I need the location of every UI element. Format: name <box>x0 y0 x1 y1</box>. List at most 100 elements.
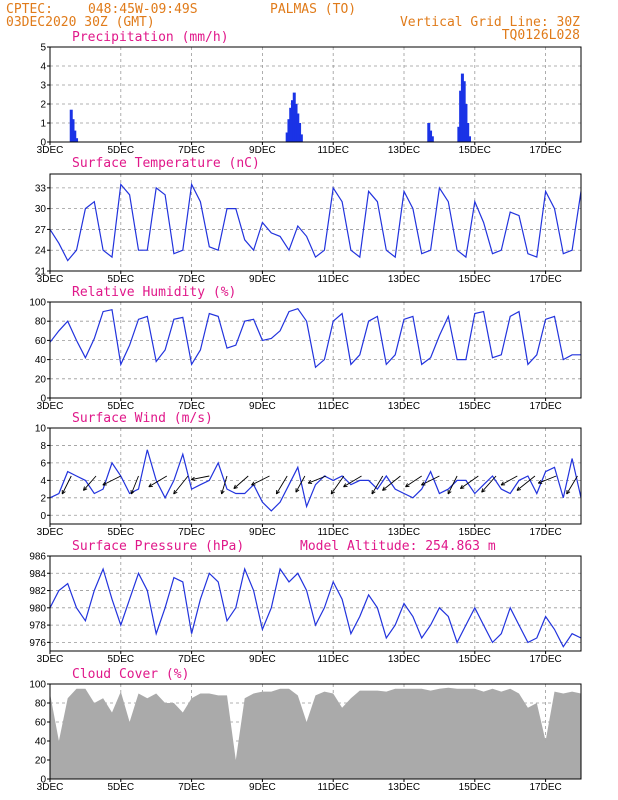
x-tick-label: 17DEC <box>529 782 561 793</box>
y-tick-label: 40 <box>35 737 47 748</box>
x-tick-label: 13DEC <box>388 274 420 285</box>
x-tick-label: 9DEC <box>249 274 276 285</box>
precip-bar <box>292 92 296 142</box>
wind-arrow <box>307 475 327 484</box>
x-tick-label: 5DEC <box>107 145 134 156</box>
header-grid-note: Vertical Grid Line: 30Z <box>400 15 580 30</box>
x-tick-label: 11DEC <box>317 145 349 156</box>
wind-arrowhead <box>61 489 66 495</box>
precip-bar <box>464 104 468 142</box>
header-location: PALMAS (TO) <box>270 2 356 17</box>
header-coords: 048:45W-09:49S <box>88 2 198 17</box>
wind-arrow <box>371 475 384 495</box>
y-tick-label: 0 <box>40 394 46 405</box>
panel-frame <box>49 683 582 780</box>
x-tick-label: 11DEC <box>317 527 349 538</box>
wind-arrow <box>566 475 578 495</box>
wind-arrow <box>102 475 122 486</box>
precip-bar <box>430 136 434 142</box>
y-tick-label: 8 <box>40 441 46 452</box>
x-tick-label: 9DEC <box>249 527 276 538</box>
x-tick-label: 3DEC <box>37 782 64 793</box>
wind-arrowhead <box>537 479 543 484</box>
y-tick-label: 2 <box>40 100 46 111</box>
x-tick-label: 17DEC <box>529 527 561 538</box>
y-tick-label: 20 <box>35 756 47 767</box>
wind-arrow <box>330 475 345 495</box>
y-tick-label: 4 <box>40 476 46 487</box>
wind-arrow <box>405 475 422 488</box>
precip-bar <box>73 130 77 142</box>
wind-arrowhead <box>82 486 88 491</box>
x-tick-label: 11DEC <box>317 274 349 285</box>
wind-arrowhead <box>173 490 178 495</box>
y-tick-label: 80 <box>35 317 47 328</box>
precip-bar <box>457 126 461 142</box>
panel-title: Relative Humidity (%) <box>72 285 236 300</box>
wind-arrowhead <box>500 481 506 486</box>
x-tick-label: 15DEC <box>459 274 491 285</box>
panel-2: 0 20 40 60 80 100 3DEC 5DEC 7DEC 9DEC 11DEC 13DEC 15… <box>29 285 582 412</box>
precip-bar <box>427 123 431 142</box>
precip-bar <box>294 104 298 142</box>
wind-arrow <box>500 475 518 486</box>
wind-arrow <box>295 475 306 493</box>
panel-0: 0 1 2 3 4 5 3DEC 5DEC 7DEC 9DEC 11DEC 13DEC 15DEC 17D… <box>37 30 582 156</box>
y-tick-label: 976 <box>29 638 46 649</box>
precip-bar <box>298 123 302 142</box>
x-tick-label: 13DEC <box>388 782 420 793</box>
y-tick-label: 40 <box>35 355 47 366</box>
x-tick-label: 15DEC <box>459 401 491 412</box>
x-tick-label: 9DEC <box>249 401 276 412</box>
wind-arrow <box>382 475 401 491</box>
x-tick-label: 5DEC <box>107 527 134 538</box>
panel-annotation: Model Altitude: 254.863 m <box>300 539 496 554</box>
x-tick-label: 11DEC <box>317 782 349 793</box>
precip-bar <box>290 100 294 142</box>
x-tick-label: 5DEC <box>107 274 134 285</box>
y-tick-label: 0 <box>40 511 46 522</box>
wind-arrow <box>538 475 557 484</box>
x-tick-label: 7DEC <box>178 527 205 538</box>
x-tick-label: 13DEC <box>388 654 420 665</box>
x-tick-label: 9DEC <box>249 145 276 156</box>
wind-arrowhead <box>275 489 280 495</box>
header: CPTEC: 048:45W-09:49S PALMAS (TO) 03DEC2… <box>6 2 580 43</box>
y-tick-label: 100 <box>29 680 46 691</box>
wind-arrow <box>460 475 479 489</box>
header-run: 03DEC2020 30Z (GMT) <box>6 15 155 30</box>
wind-arrow <box>148 475 168 488</box>
x-tick-label: 17DEC <box>529 654 561 665</box>
wind-arrow <box>343 475 362 488</box>
wind-arrowhead <box>371 489 376 495</box>
y-tick-label: 0 <box>40 138 46 149</box>
precip-bar <box>429 130 433 142</box>
panel-frame <box>49 555 582 652</box>
precip-bar <box>296 113 300 142</box>
x-tick-label: 17DEC <box>529 145 561 156</box>
y-tick-label: 100 <box>29 298 46 309</box>
y-tick-label: 2 <box>40 493 46 504</box>
wind-arrowhead <box>516 486 521 491</box>
wind-arrow <box>130 475 139 495</box>
header-source: CPTEC: <box>6 2 53 17</box>
y-tick-label: 982 <box>29 586 46 597</box>
panel-title: Surface Pressure (hPa) <box>72 539 244 554</box>
wind-arrow <box>421 475 440 486</box>
wind-arrow <box>221 475 228 495</box>
wind-arrow <box>447 475 458 495</box>
x-tick-label: 7DEC <box>178 274 205 285</box>
wind-arrowhead <box>191 476 196 482</box>
wind-arrowhead <box>382 486 387 491</box>
panel-1: 21 24 27 30 33 3DEC 5DEC 7DEC 9DEC 11DEC 13DEC 15DE… <box>35 156 582 285</box>
x-tick-label: 15DEC <box>459 145 491 156</box>
precip-bar <box>69 109 73 142</box>
panel-4: 976 978 980 982 984 986 3DEC 5DEC 7DEC 9DEC 11DEC 1… <box>29 539 582 665</box>
wind-arrow <box>233 475 249 489</box>
wind-arrowhead <box>405 483 410 488</box>
x-tick-label: 3DEC <box>37 274 64 285</box>
wind-arrowhead <box>330 489 335 495</box>
precip-bar <box>75 138 79 142</box>
precip-bar <box>289 107 293 142</box>
y-tick-label: 978 <box>29 621 46 632</box>
